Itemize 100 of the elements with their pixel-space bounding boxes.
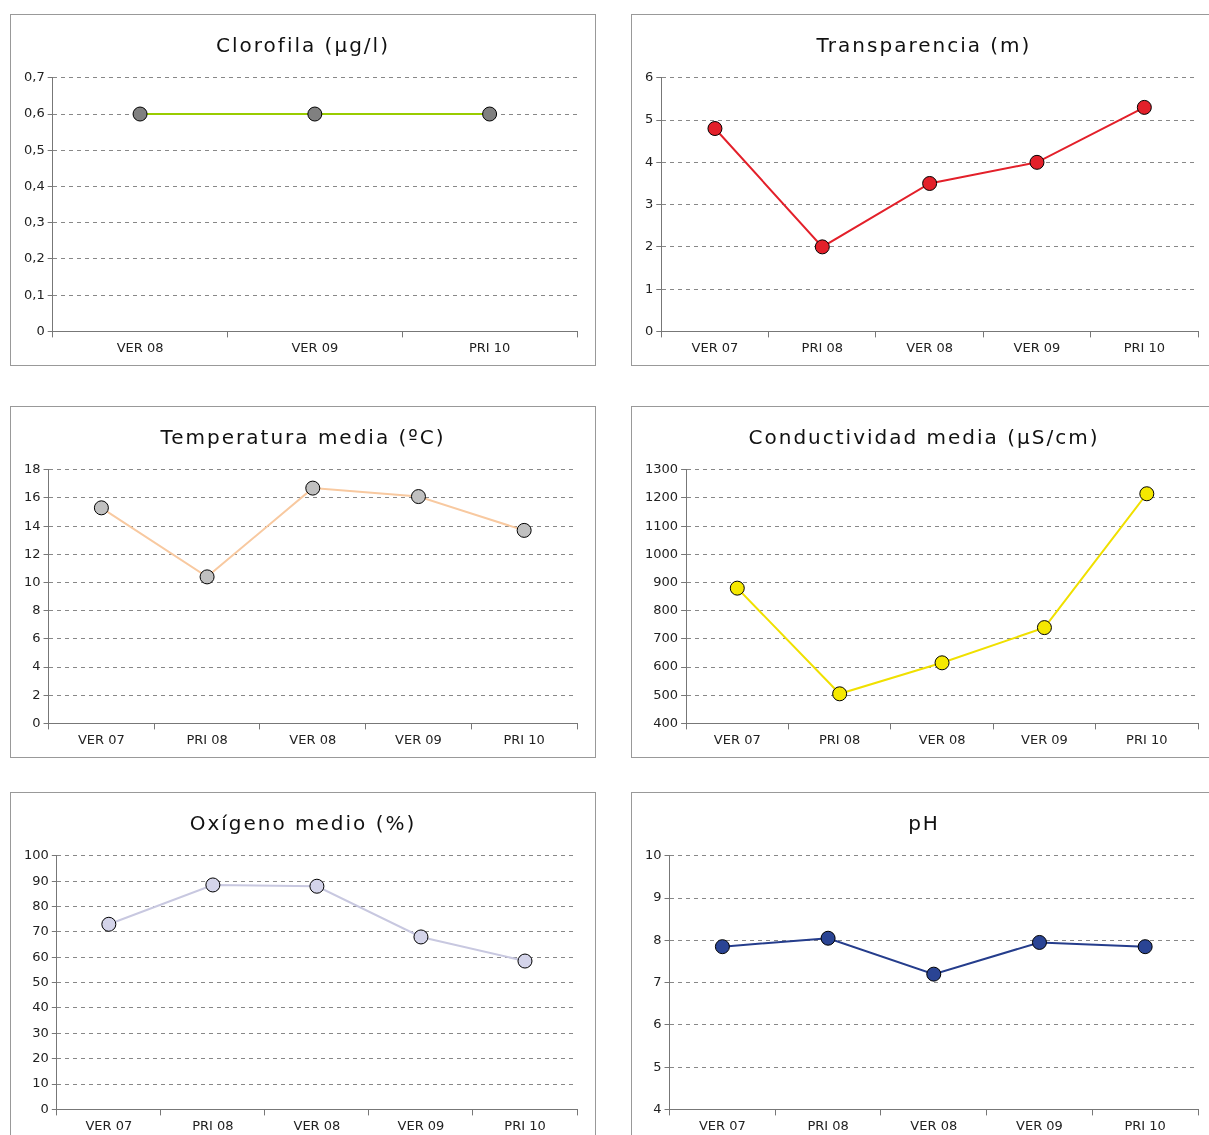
- y-tick-label: 1: [644, 280, 654, 296]
- y-tick-label: 10: [24, 573, 41, 589]
- y-tick-label: 2: [644, 238, 654, 254]
- point: [1139, 486, 1155, 502]
- x-tick-label: VER 07: [713, 731, 761, 747]
- y-tick-label: 90: [32, 872, 49, 888]
- x-tick-label: VER 09: [395, 731, 442, 747]
- y-tick-label: 4: [644, 153, 654, 169]
- y-tick-label: 0,3: [23, 214, 45, 230]
- x-tick-label: PRI 08: [186, 731, 228, 747]
- y-tick-label: 0: [32, 714, 41, 730]
- x-tick-label: VER 07: [698, 1117, 746, 1133]
- x-tick-label: VER 09: [1016, 1117, 1063, 1133]
- point: [410, 489, 426, 505]
- x-tick-label: PRI 08: [801, 339, 843, 355]
- y-tick-label: 8: [653, 931, 662, 947]
- y-tick-label: 80: [32, 897, 49, 913]
- point: [199, 569, 215, 585]
- chart-title: Oxígeno medio (%): [188, 811, 418, 835]
- point: [1029, 154, 1045, 170]
- x-tick-label: PRI 08: [807, 1117, 849, 1133]
- point: [729, 580, 745, 596]
- y-tick-label: 16: [24, 489, 41, 505]
- x-tick-label: VER 08: [918, 731, 966, 747]
- y-tick-label: 5: [653, 1058, 662, 1074]
- y-tick-label: 0,5: [23, 141, 45, 157]
- y-tick-label: 6: [644, 69, 654, 85]
- point: [1031, 934, 1047, 950]
- x-tick-label: PRI 10: [504, 1117, 546, 1133]
- y-tick-label: 14: [24, 517, 41, 533]
- y-tick-label: 4: [653, 1100, 662, 1116]
- x-tick-label: VER 07: [77, 731, 125, 747]
- y-tick-label: 9: [653, 889, 662, 905]
- x-tick-label: VER 09: [397, 1117, 445, 1133]
- chart-title: pH: [907, 811, 941, 835]
- point: [820, 930, 836, 946]
- y-tick-label: 70: [32, 923, 49, 939]
- point: [101, 916, 117, 932]
- y-tick-label: 800: [653, 602, 679, 618]
- point: [832, 686, 848, 702]
- chart-title: Conductividad media (µS/cm): [747, 425, 1101, 449]
- x-tick-label: PRI 10: [1123, 339, 1166, 355]
- x-tick-label: PRI 10: [503, 731, 545, 747]
- y-tick-label: 1300: [644, 461, 679, 477]
- point: [1137, 939, 1153, 955]
- point: [1136, 99, 1152, 115]
- y-tick-label: 6: [653, 1016, 662, 1032]
- y-tick-label: 18: [24, 461, 41, 477]
- y-tick-label: 10: [32, 1075, 49, 1091]
- point: [517, 953, 533, 969]
- y-tick-label: 0: [36, 322, 45, 338]
- point: [413, 929, 429, 945]
- x-tick-label: VER 09: [1021, 731, 1068, 747]
- y-tick-label: 0,1: [23, 286, 45, 302]
- y-tick-label: 50: [32, 973, 49, 989]
- y-tick-label: 60: [32, 948, 49, 964]
- y-tick-label: 20: [32, 1050, 49, 1066]
- y-tick-label: 1100: [644, 517, 679, 533]
- y-tick-label: 2: [32, 686, 41, 702]
- y-tick-label: 0: [644, 322, 654, 338]
- point: [926, 966, 942, 982]
- point: [714, 939, 730, 955]
- y-tick-label: 600: [653, 658, 679, 674]
- y-tick-label: 0,6: [23, 105, 45, 121]
- y-tick-label: 40: [32, 999, 49, 1015]
- chart-title: Clorofila (µg/l): [215, 33, 391, 57]
- x-tick-label: PRI 08: [192, 1117, 234, 1133]
- y-tick-label: 500: [653, 686, 679, 702]
- y-tick-label: 3: [644, 195, 654, 211]
- point: [309, 878, 325, 894]
- y-tick-label: 0: [40, 1100, 49, 1116]
- y-tick-label: 0,4: [23, 177, 45, 193]
- y-tick-label: 900: [653, 573, 679, 589]
- y-tick-label: 10: [645, 847, 662, 863]
- y-tick-label: 100: [23, 847, 49, 863]
- y-tick-label: 8: [32, 602, 41, 618]
- point: [516, 522, 532, 538]
- x-tick-label: VER 08: [910, 1117, 958, 1133]
- x-tick-label: PRI 10: [1124, 1117, 1166, 1133]
- y-tick-label: 700: [653, 630, 679, 646]
- x-tick-label: VER 07: [691, 339, 739, 355]
- y-tick-label: 30: [32, 1024, 49, 1040]
- y-tick-label: 5: [644, 111, 654, 127]
- y-tick-label: 1200: [644, 489, 679, 505]
- point: [934, 655, 950, 671]
- point: [922, 175, 938, 191]
- y-tick-label: 0,2: [23, 250, 45, 266]
- y-tick-label: 0,7: [23, 69, 45, 85]
- point: [93, 500, 109, 516]
- chart-title: Temperatura media (ºC): [159, 425, 447, 449]
- x-tick-label: VER 08: [116, 339, 164, 355]
- y-tick-label: 400: [653, 714, 679, 730]
- x-tick-label: VER 09: [291, 339, 339, 355]
- y-tick-label: 4: [32, 658, 41, 674]
- y-tick-label: 1000: [644, 545, 679, 561]
- x-tick-label: PRI 08: [818, 731, 861, 747]
- point: [1036, 620, 1052, 636]
- x-tick-label: PRI 10: [468, 339, 511, 355]
- y-tick-label: 7: [653, 973, 662, 989]
- y-tick-label: 12: [24, 545, 41, 561]
